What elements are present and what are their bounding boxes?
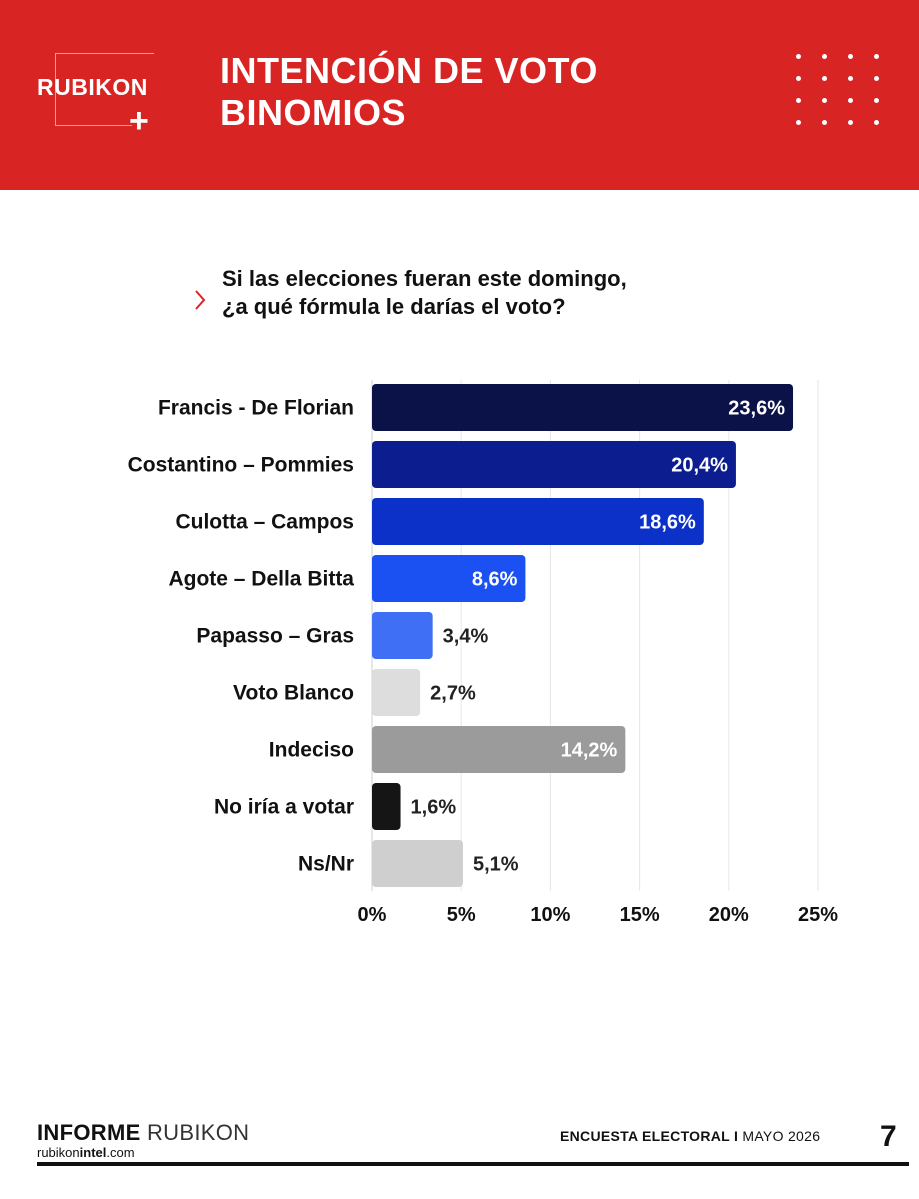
- category-label: Culotta – Campos: [175, 511, 354, 534]
- dot-icon: [848, 54, 853, 59]
- bar: [372, 669, 421, 716]
- dot-icon: [822, 98, 827, 103]
- category-label: Voto Blanco: [233, 682, 354, 705]
- data-label: 14,2%: [561, 740, 618, 762]
- footer-survey: ENCUESTA ELECTORAL I MAYO 2026: [560, 1128, 820, 1144]
- footer-brand-bold: INFORME: [37, 1120, 141, 1145]
- dot-icon: [822, 54, 827, 59]
- page-number: 7: [880, 1120, 897, 1153]
- footer-divider: [37, 1162, 909, 1166]
- category-label: Papasso – Gras: [196, 625, 354, 648]
- bar: [372, 783, 401, 830]
- data-label: 18,6%: [639, 512, 696, 534]
- dot-icon: [796, 76, 801, 81]
- x-tick-label: 15%: [620, 904, 660, 926]
- dot-icon: [822, 76, 827, 81]
- dot-icon: [796, 120, 801, 125]
- bar: [372, 612, 433, 659]
- category-label: Ns/Nr: [298, 853, 354, 876]
- dot-icon: [822, 120, 827, 125]
- x-tick-label: 5%: [447, 904, 476, 926]
- x-tick-label: 20%: [709, 904, 749, 926]
- bar: [372, 441, 736, 488]
- data-label: 8,6%: [472, 569, 518, 591]
- title-line-2: BINOMIOS: [220, 92, 407, 133]
- data-label: 20,4%: [671, 455, 728, 477]
- dot-grid-decoration: [796, 54, 884, 126]
- dot-icon: [874, 54, 879, 59]
- logo-frame: [55, 53, 154, 126]
- survey-question: Si las elecciones fueran este domingo, ¿…: [222, 265, 627, 321]
- dot-icon: [874, 76, 879, 81]
- header-banner: RUBIKON + INTENCIÓN DE VOTO BINOMIOS: [0, 0, 919, 190]
- title-line-1: INTENCIÓN DE VOTO: [220, 50, 598, 91]
- chevron-right-icon: [195, 290, 206, 310]
- dot-icon: [848, 120, 853, 125]
- logo: RUBIKON: [37, 74, 148, 100]
- category-label: Francis - De Florian: [158, 397, 354, 420]
- footer-brand: INFORME RUBIKON: [37, 1120, 249, 1146]
- dot-icon: [874, 120, 879, 125]
- bar-chart: Francis - De Florian 23,6% Costantino – Po…: [128, 380, 838, 926]
- footer-date: MAYO 2026: [742, 1128, 821, 1144]
- footer-url-prefix: rubikon: [37, 1145, 80, 1160]
- dot-icon: [796, 54, 801, 59]
- x-tick-label: 10%: [530, 904, 570, 926]
- question-line-1: Si las elecciones fueran este domingo,: [222, 266, 627, 291]
- footer-brand-light: RUBIKON: [146, 1120, 250, 1145]
- bar: [372, 498, 704, 545]
- question-line-2: ¿a qué fórmula le darías el voto?: [222, 294, 566, 319]
- dot-icon: [874, 98, 879, 103]
- data-label: 3,4%: [443, 626, 489, 648]
- footer-url-suffix: .com: [106, 1145, 135, 1160]
- category-label: Indeciso: [269, 739, 354, 762]
- footer-survey-label: ENCUESTA ELECTORAL I: [560, 1128, 739, 1144]
- x-tick-label: 25%: [798, 904, 838, 926]
- bar: [372, 384, 794, 431]
- category-label: No iría a votar: [214, 796, 354, 819]
- dot-icon: [796, 98, 801, 103]
- footer-url[interactable]: rubikonintel.com: [37, 1145, 135, 1160]
- data-label: 5,1%: [473, 854, 519, 876]
- data-label: 1,6%: [411, 797, 457, 819]
- bar: [372, 840, 463, 887]
- logo-plus-icon: +: [129, 102, 149, 140]
- bar: [372, 726, 626, 773]
- data-label: 23,6%: [728, 398, 785, 420]
- category-label: Agote – Della Bitta: [168, 568, 354, 591]
- data-label: 2,7%: [430, 683, 476, 705]
- category-label: Costantino – Pommies: [128, 454, 354, 477]
- footer-url-bold: intel: [79, 1145, 107, 1160]
- dot-icon: [848, 98, 853, 103]
- dot-icon: [848, 76, 853, 81]
- page-title: INTENCIÓN DE VOTO BINOMIOS: [220, 50, 598, 134]
- x-tick-label: 0%: [358, 904, 387, 926]
- bar: [372, 555, 526, 602]
